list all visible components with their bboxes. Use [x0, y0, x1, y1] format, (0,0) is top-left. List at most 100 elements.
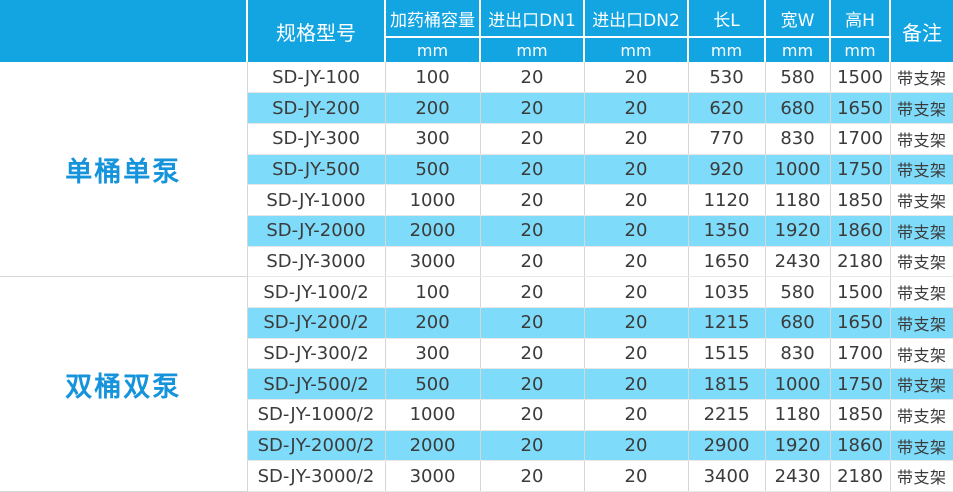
width-cell: 680 — [764, 92, 830, 124]
dn1-cell: 20 — [479, 307, 584, 339]
unit-capacity: mm — [384, 36, 480, 62]
height-cell: 1650 — [829, 92, 890, 124]
dn2-cell: 20 — [583, 154, 688, 186]
note-cell: 带支架 — [889, 338, 953, 370]
dn1-cell: 20 — [479, 399, 584, 431]
width-cell: 830 — [764, 338, 830, 370]
table-row: SD-JY-500/2 500 20 20 1815 1000 1750 带支架 — [0, 368, 953, 401]
note-cell: 带支架 — [889, 246, 953, 278]
length-cell: 1515 — [687, 338, 765, 370]
height-cell: 1750 — [829, 154, 890, 186]
height-cell: 2180 — [829, 246, 890, 278]
table-row: 单桶单泵 SD-JY-100 100 20 20 530 580 1500 带支架 — [0, 62, 953, 278]
table-row: SD-JY-300/2 300 20 20 1515 830 1700 带支架 — [0, 338, 953, 370]
dn1-cell: 20 — [479, 184, 584, 216]
length-cell: 1215 — [687, 307, 765, 339]
note-cell: 带支架 — [889, 399, 953, 431]
note-cell: 带支架 — [889, 92, 953, 124]
table-header: 规格型号 加药桶容量 进出口DN1 进出口DN2 长L 宽W 高H 备注 mm … — [0, 0, 953, 62]
width-cell: 580 — [764, 62, 830, 94]
capacity-cell: 500 — [384, 368, 480, 401]
dn1-cell: 20 — [479, 215, 584, 247]
length-cell: 770 — [687, 123, 765, 155]
dn2-cell: 20 — [583, 307, 688, 339]
dn1-cell: 20 — [479, 338, 584, 370]
note-cell: 带支架 — [889, 276, 953, 308]
header-corner-blank — [0, 0, 247, 62]
capacity-cell: 1000 — [384, 184, 480, 216]
length-cell: 530 — [687, 62, 765, 94]
dn2-cell: 20 — [583, 62, 688, 94]
note-cell: 带支架 — [889, 184, 953, 216]
length-cell: 1650 — [687, 246, 765, 278]
height-cell: 1500 — [829, 276, 890, 308]
length-cell: 1350 — [687, 215, 765, 247]
unit-dn1: mm — [479, 36, 584, 62]
note-cell: 带支架 — [889, 154, 953, 186]
dn2-cell: 20 — [583, 246, 688, 278]
height-cell: 1860 — [829, 215, 890, 247]
model-cell: SD-JY-2000 — [246, 215, 385, 247]
table-row: 双桶双泵 SD-JY-100/2 100 20 20 1035 580 1500 带支架 — [0, 276, 953, 492]
table-body: 单桶单泵 SD-JY-100 100 20 20 530 580 1500 带支架 SD-JY-2… — [0, 62, 953, 492]
model-cell: SD-JY-500 — [246, 154, 385, 186]
header-height: 高H — [829, 0, 890, 37]
width-cell: 2430 — [764, 246, 830, 278]
capacity-cell: 100 — [384, 62, 480, 94]
dn1-cell: 20 — [479, 92, 584, 124]
length-cell: 2900 — [687, 430, 765, 462]
width-cell: 680 — [764, 307, 830, 339]
dn1-cell: 20 — [479, 430, 584, 462]
height-cell: 1750 — [829, 368, 890, 401]
table-row: SD-JY-3000 3000 20 20 1650 2430 2180 带支架 — [0, 246, 953, 278]
note-cell: 带支架 — [889, 307, 953, 339]
height-cell: 1850 — [829, 184, 890, 216]
height-cell: 1860 — [829, 430, 890, 462]
width-cell: 580 — [764, 276, 830, 308]
header-model: 规格型号 — [246, 0, 385, 62]
capacity-cell: 3000 — [384, 246, 480, 278]
note-cell: 带支架 — [889, 368, 953, 401]
unit-height: mm — [829, 36, 890, 62]
capacity-cell: 200 — [384, 307, 480, 339]
width-cell: 1180 — [764, 399, 830, 431]
note-cell: 带支架 — [889, 62, 953, 94]
height-cell: 1650 — [829, 307, 890, 339]
height-cell: 1850 — [829, 399, 890, 431]
dn1-cell: 20 — [479, 154, 584, 186]
model-cell: SD-JY-2000/2 — [246, 430, 385, 462]
dn2-cell: 20 — [583, 276, 688, 308]
dn2-cell: 20 — [583, 215, 688, 247]
length-cell: 1035 — [687, 276, 765, 308]
dn2-cell: 20 — [583, 368, 688, 401]
dn2-cell: 20 — [583, 399, 688, 431]
length-cell: 1120 — [687, 184, 765, 216]
height-cell: 1700 — [829, 338, 890, 370]
dn2-cell: 20 — [583, 184, 688, 216]
table-row: SD-JY-2000/2 2000 20 20 2900 1920 1860 带支架 — [0, 430, 953, 462]
dn2-cell: 20 — [583, 338, 688, 370]
model-cell: SD-JY-200/2 — [246, 307, 385, 339]
table-row: SD-JY-2000 2000 20 20 1350 1920 1860 带支架 — [0, 215, 953, 247]
header-note: 备注 — [889, 0, 953, 62]
table-row: SD-JY-200 200 20 20 620 680 1650 带支架 — [0, 92, 953, 124]
model-cell: SD-JY-200 — [246, 92, 385, 124]
dn2-cell: 20 — [583, 430, 688, 462]
model-cell: SD-JY-100 — [246, 62, 385, 94]
height-cell: 1700 — [829, 123, 890, 155]
table-row: SD-JY-1000 1000 20 20 1120 1180 1850 带支架 — [0, 184, 953, 216]
width-cell: 830 — [764, 123, 830, 155]
note-cell: 带支架 — [889, 430, 953, 462]
dn2-cell: 20 — [583, 123, 688, 155]
note-cell: 带支架 — [889, 215, 953, 247]
dn1-cell: 20 — [479, 246, 584, 278]
unit-width: mm — [764, 36, 830, 62]
dn2-cell: 20 — [583, 92, 688, 124]
width-cell: 1920 — [764, 215, 830, 247]
model-cell: SD-JY-100/2 — [246, 276, 385, 308]
height-cell: 2180 — [829, 460, 890, 492]
capacity-cell: 2000 — [384, 430, 480, 462]
header-width: 宽W — [764, 0, 830, 37]
